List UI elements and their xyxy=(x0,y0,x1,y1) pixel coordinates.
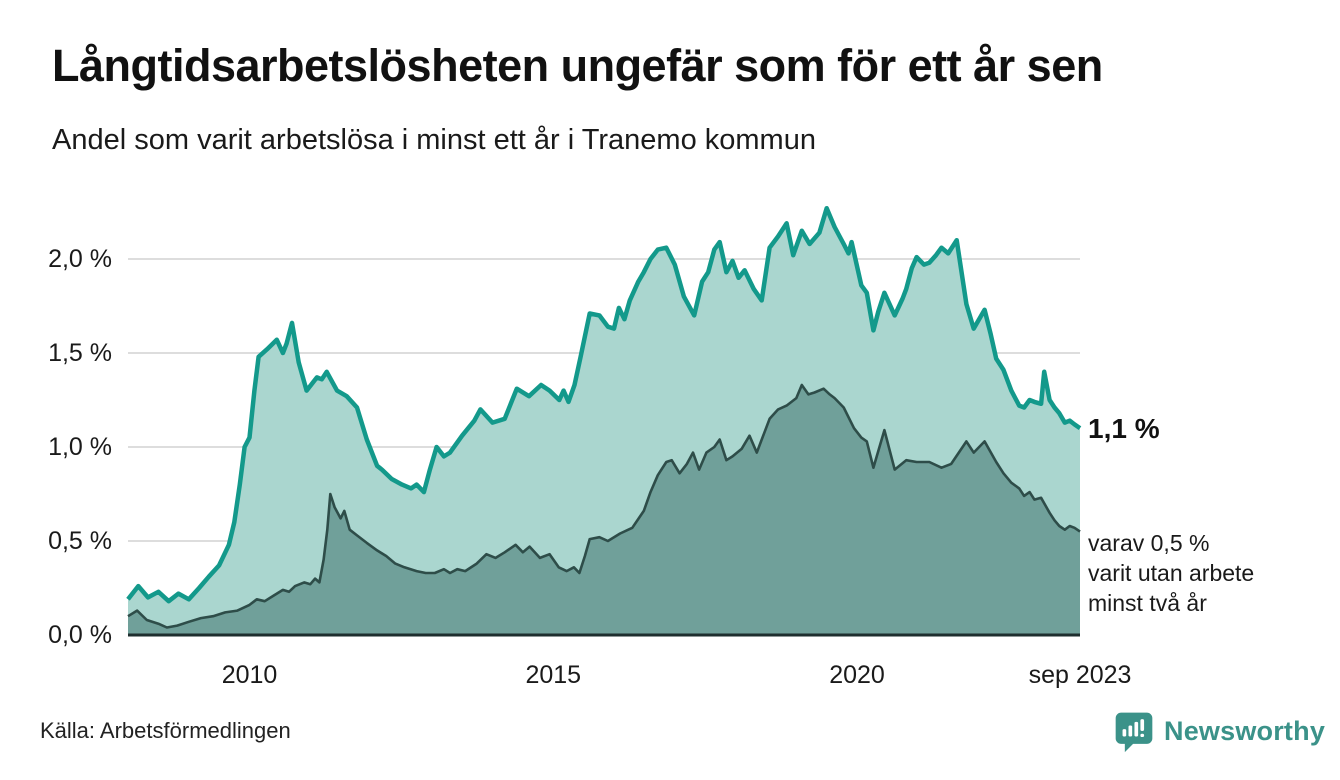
page-subtitle: Andel som varit arbetslösa i minst ett å… xyxy=(52,124,816,156)
y-tick-label: 1,5 % xyxy=(48,339,112,367)
y-tick-label: 2,0 % xyxy=(48,245,112,273)
x-tick-label: 2010 xyxy=(221,661,278,689)
secondary-annotation-line-1: varav 0,5 % xyxy=(1088,530,1210,556)
y-tick-label: 1,0 % xyxy=(48,433,112,461)
y-tick-label: 0,5 % xyxy=(48,527,112,555)
newsworthy-bubble-chart-icon xyxy=(1115,712,1153,753)
newsworthy-wordmark: Newsworthy xyxy=(1164,715,1326,746)
x-tick-label: sep 2023 xyxy=(1028,661,1132,689)
latest-value-annotation: 1,1 % xyxy=(1088,413,1160,444)
secondary-annotation-line-3: minst två år xyxy=(1088,590,1207,616)
newsworthy-logo: Newsworthy xyxy=(1112,708,1325,754)
y-tick-label: 0,0 % xyxy=(48,621,112,649)
line-unemployed-one-year xyxy=(126,205,1082,604)
area-unemployed-two-years xyxy=(128,385,1080,635)
x-tick-label: 2015 xyxy=(525,661,582,689)
source-note: Källa: Arbetsförmedlingen xyxy=(40,718,291,743)
line-unemployed-two-years xyxy=(127,383,1081,629)
page-title: Långtidsarbetslösheten ungefär som för e… xyxy=(52,40,1103,91)
secondary-annotation-line-2: varit utan arbete xyxy=(1088,560,1255,586)
x-tick-label: 2020 xyxy=(829,661,885,689)
secondary-annotation: varav 0,5 % varit utan arbete minst två … xyxy=(1088,528,1254,618)
